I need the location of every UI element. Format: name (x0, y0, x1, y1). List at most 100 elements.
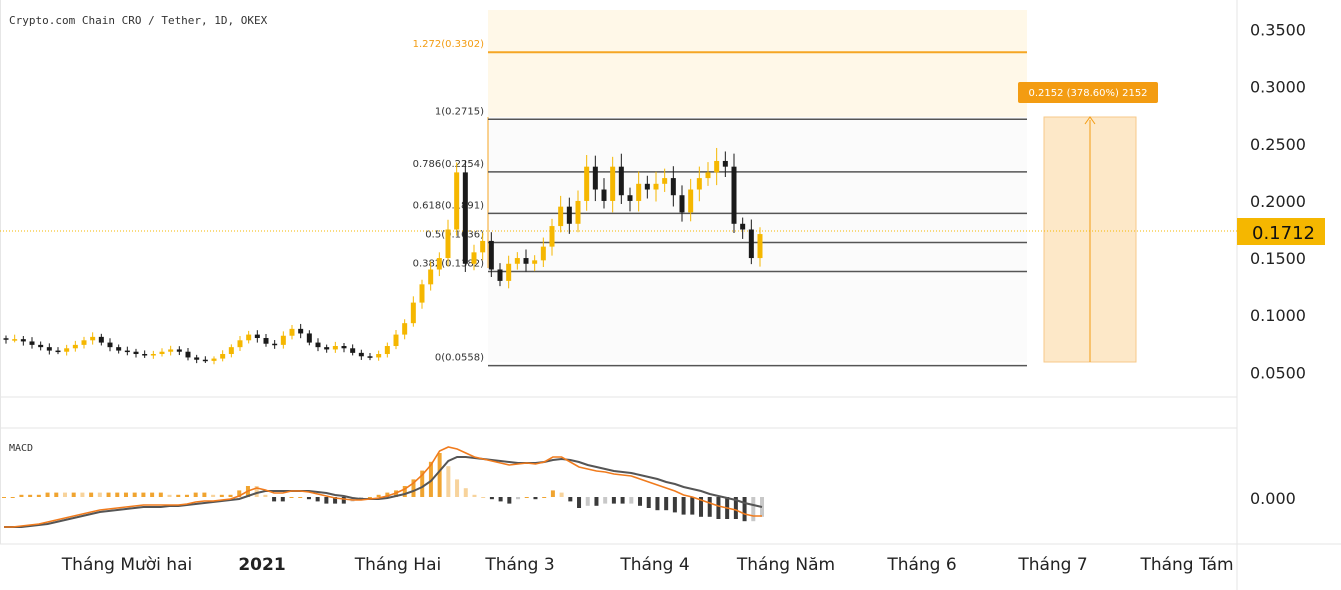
macd-histogram-bar (167, 494, 172, 497)
candle-body (20, 339, 26, 342)
candle-body (454, 172, 460, 230)
candle-body (549, 226, 555, 247)
macd-histogram-bar (620, 497, 625, 504)
last-price-tag-bg (1237, 218, 1325, 245)
fib-extension-zone (488, 10, 1027, 120)
candle-body (64, 348, 70, 352)
macd-histogram-bar (193, 492, 198, 497)
candle-body (566, 206, 572, 224)
candle-body (584, 166, 590, 201)
candle-body (410, 302, 416, 324)
macd-histogram-bar (472, 494, 477, 497)
measure-arrow-head (1084, 116, 1096, 125)
candle-body (601, 189, 607, 201)
macd-histogram-bar (489, 497, 494, 500)
candle-body (194, 357, 200, 360)
candle-body (350, 348, 356, 353)
x-tick-label: Tháng 3 (484, 555, 554, 575)
macd-histogram-bar (428, 461, 433, 497)
macd-histogram-bar (629, 497, 634, 504)
macd-label[interactable]: MACD (9, 443, 33, 454)
macd-histogram-bar (333, 497, 338, 504)
candle-body (124, 350, 130, 353)
candle-body (540, 246, 546, 261)
candle-body (688, 189, 694, 213)
macd-histogram-bar (254, 486, 259, 497)
candle-body (211, 358, 217, 361)
signal-line (4, 456, 763, 528)
macd-histogram-bar (97, 492, 102, 497)
fib-level-label: 1.272(0.3302) (413, 39, 485, 50)
candle-body (480, 240, 486, 253)
candle-body (176, 349, 182, 352)
candle-body (289, 328, 295, 336)
y-tick-label: 0.1000 (1250, 306, 1306, 325)
macd-histogram-bar (733, 497, 738, 519)
candle-body (393, 334, 399, 347)
candle-body (740, 223, 746, 230)
macd-histogram-bar (89, 492, 94, 497)
candle-body (150, 354, 156, 356)
fib-level-label: 0.618(0.1891) (413, 200, 485, 211)
macd-histogram-bar (533, 497, 538, 500)
macd-histogram-bar (211, 494, 216, 497)
candlestick-series (3, 147, 763, 365)
macd-histogram-bar (62, 492, 67, 497)
candle-body (636, 183, 642, 201)
macd-histogram-bar (71, 492, 76, 497)
candle-body (384, 346, 390, 355)
macd-histogram-bar (742, 497, 747, 522)
candle-body (402, 323, 408, 335)
candle-body (731, 166, 737, 224)
macd-histogram-bar (716, 497, 721, 519)
y-tick-label: 0.2000 (1250, 192, 1306, 211)
y-tick-label: 0.2500 (1250, 135, 1306, 154)
macd-histogram-bar (594, 497, 599, 506)
y-tick-label: 0.3000 (1250, 78, 1306, 97)
price-axis[interactable]: 0.3500 0.3000 0.2500 0.2000 0.1500 0.1000 0.05… (1250, 21, 1306, 383)
x-tick-label: 2021 (238, 555, 285, 575)
candle-body (29, 341, 35, 345)
candle-body (445, 229, 451, 259)
candle-body (55, 350, 61, 353)
macd-histogram-bar (524, 497, 529, 498)
macd-histogram-bar (280, 497, 285, 502)
candle-body (376, 354, 382, 358)
candle-body (107, 342, 113, 348)
candle-body (748, 229, 754, 259)
fib-level-label: 0(0.0558) (435, 353, 484, 364)
macd-histogram-bar (402, 486, 407, 497)
symbol-title[interactable]: Crypto.com Chain CRO / Tether, 1D, OKEX (9, 14, 268, 27)
macd-histogram-bar (237, 490, 242, 497)
time-axis[interactable]: Tháng Mười hai 2021 Tháng Hai Tháng 3 Tháng … (61, 555, 1234, 575)
candle-body (670, 178, 676, 196)
candle-body (705, 172, 711, 179)
macd-histogram-bar (315, 497, 320, 502)
macd-histogram-bar (603, 497, 608, 504)
macd-histogram-bar (132, 492, 137, 497)
candle-body (696, 178, 702, 190)
candle-body (462, 172, 468, 264)
candle-body (90, 336, 96, 341)
last-price-tag: 0.1712 (1252, 223, 1315, 244)
macd-histogram-bar (341, 497, 346, 504)
fib-level-label: 0.786(0.2254) (413, 159, 485, 170)
macd-histogram-bar (228, 494, 233, 497)
macd-histogram-bar (19, 494, 24, 497)
x-tick-label: Tháng Tám (1139, 555, 1233, 575)
macd-histogram-bar (202, 492, 207, 497)
candle-body (610, 166, 616, 201)
macd-histogram-bar (559, 492, 564, 497)
macd-histogram-bar (106, 492, 111, 497)
macd-histogram-bar (150, 492, 155, 497)
candle-body (168, 349, 174, 352)
macd-histogram-bar (638, 497, 643, 506)
macd-histogram-bar (115, 492, 120, 497)
macd-histogram-bar (298, 497, 303, 498)
fib-level-label: 0.5(0.1636) (425, 230, 484, 241)
macd-histogram-bar (306, 497, 311, 500)
candle-body (523, 258, 529, 264)
macd-histogram-bar (324, 497, 329, 504)
candle-body (142, 354, 148, 356)
